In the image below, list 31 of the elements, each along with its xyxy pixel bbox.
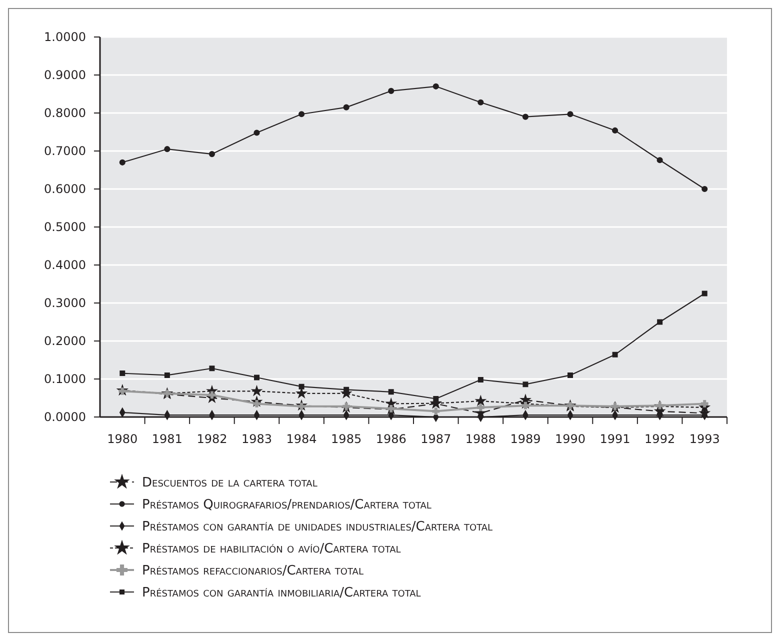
legend-label: Préstamos refaccionarios/Cartera total [142, 564, 364, 579]
legend-label: Préstamos con garantía de unidades industriales/Cartera total [142, 520, 493, 535]
x-tick-label: 1988 [465, 432, 496, 446]
legend-label: Descuentos de la cartera total [142, 476, 318, 491]
legend-label: Préstamos de habilitación o avío/Cartera total [142, 542, 401, 557]
x-tick-label: 1984 [286, 432, 317, 446]
x-tick-label: 1989 [510, 432, 541, 446]
x-tick-label: 1986 [376, 432, 406, 446]
x-tick-label: 1980 [107, 432, 138, 446]
y-tick-label: 0.1000 [44, 372, 86, 386]
y-tick-label: 0.9000 [44, 68, 86, 82]
y-tick-label: 0.5000 [44, 220, 86, 234]
x-tick-label: 1990 [554, 432, 586, 446]
legend-label: Préstamos Quirografarios/prendarios/Cartera total [142, 498, 432, 513]
x-tick-label: 1993 [689, 432, 720, 446]
x-tick-label: 1991 [600, 432, 630, 446]
x-tick-label: 1985 [331, 432, 362, 446]
x-tick-label: 1983 [241, 432, 272, 446]
x-tick-label: 1982 [196, 432, 228, 446]
y-tick-label: 0.8000 [44, 106, 86, 120]
y-tick-label: 0.7000 [44, 144, 86, 158]
y-tick-label: 0.4000 [44, 258, 86, 272]
y-tick-label: 1.0000 [44, 30, 86, 44]
x-tick-label: 1987 [420, 432, 452, 446]
y-tick-label: 0.6000 [44, 182, 86, 196]
x-tick-label: 1981 [152, 432, 182, 446]
legend-label: Préstamos con garantía inmobiliaria/Cartera total [142, 586, 421, 601]
y-tick-label: 0.0000 [44, 410, 86, 424]
y-tick-label: 0.3000 [44, 296, 86, 310]
y-tick-label: 0.2000 [44, 334, 86, 348]
x-tick-label: 1992 [644, 432, 676, 446]
